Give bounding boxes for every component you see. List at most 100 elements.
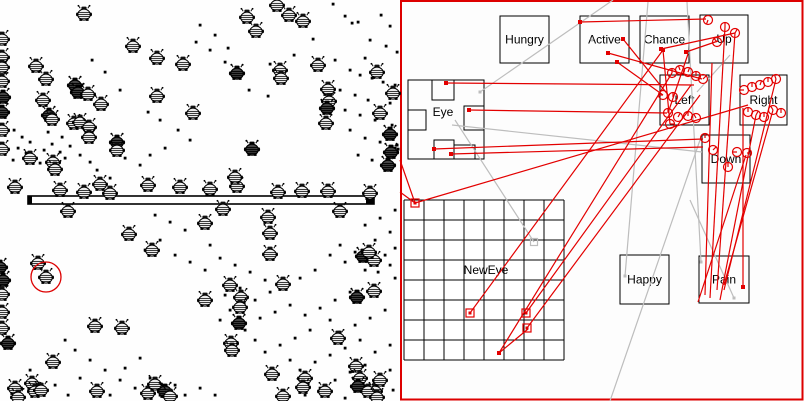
food-dot: [318, 306, 322, 310]
creature[interactable]: [86, 316, 104, 334]
red-marker-square: [410, 198, 420, 208]
creature[interactable]: [371, 103, 389, 121]
food-dot: [363, 56, 367, 60]
food-dot: [343, 396, 347, 400]
creature[interactable]: [0, 302, 11, 320]
neuron: [662, 107, 674, 119]
food-dot: [396, 147, 400, 151]
food-dot: [90, 58, 94, 62]
food-dot: [173, 253, 177, 257]
red-connection: [469, 49, 664, 314]
neuron: [699, 132, 711, 144]
food-dot: [198, 386, 202, 390]
creature[interactable]: [6, 177, 24, 195]
creature[interactable]: [259, 207, 277, 225]
food-dot: [333, 298, 337, 302]
creature[interactable]: [228, 63, 246, 81]
creature[interactable]: [124, 36, 142, 54]
creature[interactable]: [309, 55, 327, 73]
creature[interactable]: [347, 356, 365, 374]
creature[interactable]: [230, 313, 248, 331]
creature[interactable]: [329, 328, 347, 346]
creature[interactable]: [247, 21, 265, 39]
creature[interactable]: [143, 240, 161, 258]
creature[interactable]: [238, 7, 256, 25]
creature[interactable]: [51, 180, 69, 198]
food-dot: [188, 260, 192, 264]
creature[interactable]: [226, 167, 244, 185]
creature[interactable]: [0, 120, 11, 138]
food-dot: [95, 168, 99, 172]
gray-endpoint: [732, 296, 736, 300]
creature[interactable]: [0, 71, 11, 89]
creature[interactable]: [0, 102, 11, 120]
food-dot: [213, 393, 217, 397]
creature[interactable]: [92, 94, 110, 112]
creature[interactable]: [44, 352, 62, 370]
food-dot: [388, 368, 392, 372]
creature[interactable]: [381, 124, 399, 142]
food-dot: [358, 73, 362, 77]
creature[interactable]: [316, 381, 334, 399]
neuron: [770, 73, 782, 85]
food-dot: [393, 246, 397, 250]
creature[interactable]: [37, 267, 55, 285]
creature[interactable]: [196, 290, 214, 308]
eye-sub-square: [463, 105, 485, 131]
creature[interactable]: [21, 148, 39, 166]
creature[interactable]: [0, 257, 9, 275]
creature[interactable]: [34, 90, 52, 108]
creature[interactable]: [365, 281, 383, 299]
creature[interactable]: [0, 284, 11, 302]
creature[interactable]: [91, 174, 109, 192]
creature[interactable]: [243, 139, 261, 157]
creature[interactable]: [0, 318, 11, 336]
red-connection: [526, 94, 701, 329]
creature[interactable]: [0, 87, 12, 105]
food-dot: [46, 130, 50, 134]
creature[interactable]: [268, 0, 286, 13]
red-connection: [622, 38, 670, 97]
creature[interactable]: [27, 56, 45, 74]
creature[interactable]: [261, 244, 279, 262]
food-dot: [350, 21, 354, 25]
creature[interactable]: [148, 86, 166, 104]
creature[interactable]: [0, 139, 11, 157]
creature[interactable]: [368, 62, 386, 80]
food-dot: [68, 144, 72, 148]
creature[interactable]: [0, 333, 17, 351]
creature[interactable]: [201, 179, 219, 197]
creature[interactable]: [384, 83, 402, 101]
creature[interactable]: [261, 223, 279, 241]
food-dot: [163, 146, 167, 150]
creature[interactable]: [0, 29, 11, 47]
creature[interactable]: [148, 48, 166, 66]
food-dot: [108, 176, 112, 180]
red-endpoint: [615, 60, 619, 64]
creature[interactable]: [113, 318, 131, 336]
brain-box-up: [699, 14, 749, 64]
creature[interactable]: [171, 177, 189, 195]
creature[interactable]: [184, 103, 202, 121]
creature[interactable]: [317, 113, 335, 131]
food-dot: [103, 70, 107, 74]
creature[interactable]: [274, 274, 292, 292]
neuron: [711, 36, 723, 48]
food-dot: [153, 213, 157, 217]
creature[interactable]: [75, 4, 93, 22]
creature[interactable]: [280, 5, 298, 23]
gray-endpoint: [699, 260, 703, 264]
creature[interactable]: [294, 11, 312, 29]
creature[interactable]: [88, 381, 106, 399]
food-dot: [379, 13, 383, 17]
creature[interactable]: [120, 224, 138, 242]
food-dot: [390, 123, 394, 127]
creature[interactable]: [274, 386, 292, 401]
creature[interactable]: [0, 270, 12, 288]
creature[interactable]: [174, 54, 192, 72]
creature[interactable]: [139, 175, 157, 193]
creature[interactable]: [196, 213, 214, 231]
food-dot: [58, 150, 62, 154]
creature[interactable]: [263, 364, 281, 382]
creature[interactable]: [348, 287, 366, 305]
